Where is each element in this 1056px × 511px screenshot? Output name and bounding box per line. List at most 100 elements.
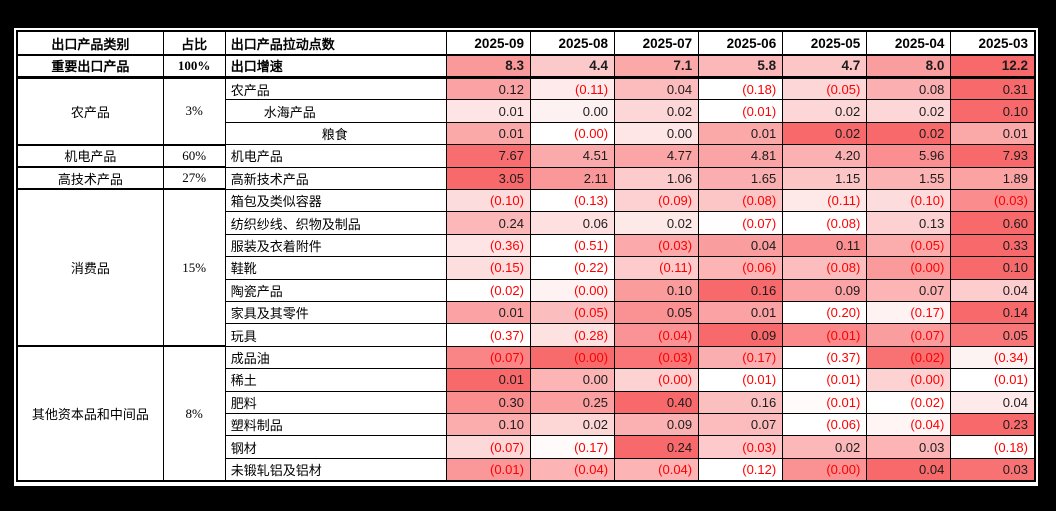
row-label: 家具及其零件: [224, 300, 447, 325]
heat-cell: 3.05: [445, 166, 531, 190]
heat-cell: 0.10: [950, 99, 1036, 123]
heat-cell: (0.05): [866, 233, 952, 258]
heat-cell: (0.22): [529, 256, 616, 280]
heat-cell: (0.03): [614, 233, 700, 258]
table-row: 农产品 3% 农产品 0.12 (0.11) 0.04 (0.18) (0.05) 0.08 0.…: [16, 76, 1036, 146]
col-header-month: 2025-08: [529, 30, 616, 56]
heat-cell: (0.51): [529, 233, 616, 258]
heat-cell: (0.34): [950, 345, 1036, 370]
heat-cell: 0.04: [950, 390, 1036, 415]
col-header-share: 占比: [162, 30, 226, 56]
heat-cell: 0.07: [698, 412, 784, 437]
share-cell: 100%: [162, 53, 226, 79]
col-header-metric: 出口产品拉动点数: [224, 30, 447, 56]
heat-cell: 0.02: [782, 99, 868, 123]
heat-cell: 0.10: [950, 256, 1036, 280]
heat-cell: 0.01: [698, 300, 784, 325]
heat-cell: (0.00): [866, 368, 952, 392]
row-label: 未锻轧铝及铝材: [224, 457, 447, 482]
row-label: 塑料制品: [224, 412, 447, 437]
row-label: 水海产品: [224, 99, 447, 123]
table-row: 未锻轧铝及铝材 (0.01) (0.04) (0.04) (0.12) (0.00) 0.0…: [17, 457, 1036, 482]
heat-cell: 0.01: [445, 300, 531, 325]
heat-cell: 0.02: [614, 211, 700, 235]
heat-cell: 4.51: [529, 144, 616, 168]
heat-cell: 0.24: [614, 435, 700, 459]
table-row: 纺织纱线、织物及制品 0.24 0.06 0.02 (0.07) (0.08) 0.13 0.…: [17, 211, 1036, 235]
heat-cell: 0.60: [950, 211, 1036, 235]
heat-cell: (0.03): [950, 188, 1036, 213]
heat-cell: (0.11): [614, 256, 700, 280]
heat-cell: (0.18): [950, 435, 1036, 459]
heat-cell: 5.8: [698, 54, 784, 79]
heat-cell: (0.02): [866, 345, 952, 370]
heat-cell: (0.07): [866, 323, 952, 347]
row-label: 箱包及类似容器: [224, 188, 447, 213]
row-label: 钢材: [224, 435, 447, 459]
table-row: 其他资本品和中间品 8% 成品油 (0.07) (0.00) (0.03) (0.17) (0…: [16, 345, 1036, 482]
row-label: 玩具: [224, 323, 447, 347]
heat-cell: (0.15): [445, 256, 531, 280]
heat-cell: (0.01): [698, 99, 784, 123]
col-header-month: 2025-09: [445, 30, 531, 56]
col-header-category: 出口产品类别: [16, 30, 164, 56]
share-cell: 60%: [162, 143, 226, 169]
row-label: 高新技术产品: [224, 166, 447, 190]
heat-cell: 0.23: [950, 412, 1036, 437]
heat-cell: 4.81: [698, 144, 784, 168]
share-cell: 15%: [162, 188, 226, 348]
heat-cell: 1.55: [866, 166, 952, 190]
heat-cell: (0.07): [698, 211, 784, 235]
share-cell: 3%: [162, 76, 226, 146]
heat-cell: 5.96: [866, 144, 952, 168]
table-row: 家具及其零件 0.01 (0.05) 0.05 0.01 (0.20) (0.17) 0.14: [17, 300, 1036, 325]
heat-cell: 7.93: [950, 144, 1036, 168]
heat-cell: (0.08): [782, 211, 868, 235]
heat-cell: 4.4: [529, 54, 616, 79]
col-header-month: 2025-05: [782, 30, 868, 56]
heat-cell: 0.02: [782, 121, 868, 146]
heat-cell: 0.03: [866, 435, 952, 459]
share-cell: 8%: [162, 345, 226, 482]
table-row: 陶瓷产品 (0.02) (0.00) 0.10 0.16 0.09 0.07 0.04: [17, 278, 1036, 302]
heat-cell: 0.16: [698, 390, 784, 415]
category-cell: 高技术产品: [16, 166, 164, 191]
row-label: 鞋靴: [224, 256, 447, 280]
heat-cell: 0.10: [614, 278, 700, 302]
heat-cell: 1.06: [614, 166, 700, 190]
heat-cell: 4.20: [782, 144, 868, 168]
table-row: 高技术产品 27% 高新技术产品 3.05 2.11 1.06 1.65 1.15 1.55 1.…: [16, 166, 1036, 191]
heat-cell: (0.05): [529, 300, 616, 325]
heat-cell: 8.0: [866, 54, 952, 79]
heat-cell: 0.00: [529, 99, 616, 123]
row-label: 稀土: [224, 368, 447, 392]
table-body: 重要出口产品 100% 出口增速 8.3 4.4 7.1 5.8 4.7 8.0 12.2 农产品 3…: [16, 53, 1036, 482]
heat-cell: (0.20): [782, 300, 868, 325]
heat-cell: (0.01): [782, 390, 868, 415]
heat-cell: (0.01): [698, 368, 784, 392]
heat-cell: 0.06: [529, 211, 616, 235]
heat-cell: 0.05: [950, 323, 1036, 347]
category-cell: 机电产品: [16, 143, 164, 169]
heat-cell: 2.11: [529, 166, 616, 190]
heat-cell: 0.02: [529, 412, 616, 437]
table-row: 塑料制品 0.10 0.02 0.09 0.07 (0.06) (0.04) 0.23: [17, 412, 1036, 437]
heat-cell: (0.02): [445, 278, 531, 302]
heat-cell: 0.31: [950, 76, 1036, 101]
col-header-month: 2025-06: [698, 30, 784, 56]
heat-cell: (0.07): [445, 435, 531, 459]
heat-cell: (0.01): [445, 457, 531, 482]
category-cell: 农产品: [16, 76, 164, 146]
table-row: 服装及衣着附件 (0.36) (0.51) (0.03) 0.04 0.11 (0.05) 0…: [17, 233, 1036, 258]
heat-cell: 0.25: [529, 390, 616, 415]
heatmap-table: 出口产品类别 占比 出口产品拉动点数 2025-09 2025-08 2025-07 202…: [16, 30, 1036, 482]
heat-cell: 0.05: [614, 300, 700, 325]
heat-cell: (0.03): [698, 435, 784, 459]
heat-cell: (0.00): [529, 121, 616, 146]
heat-cell: 0.04: [866, 457, 952, 482]
heat-cell: 12.2: [950, 54, 1036, 79]
heat-cell: (0.04): [614, 323, 700, 347]
heat-cell: (0.08): [698, 188, 784, 213]
heat-cell: 0.02: [782, 435, 868, 459]
col-header-month: 2025-04: [866, 30, 952, 56]
